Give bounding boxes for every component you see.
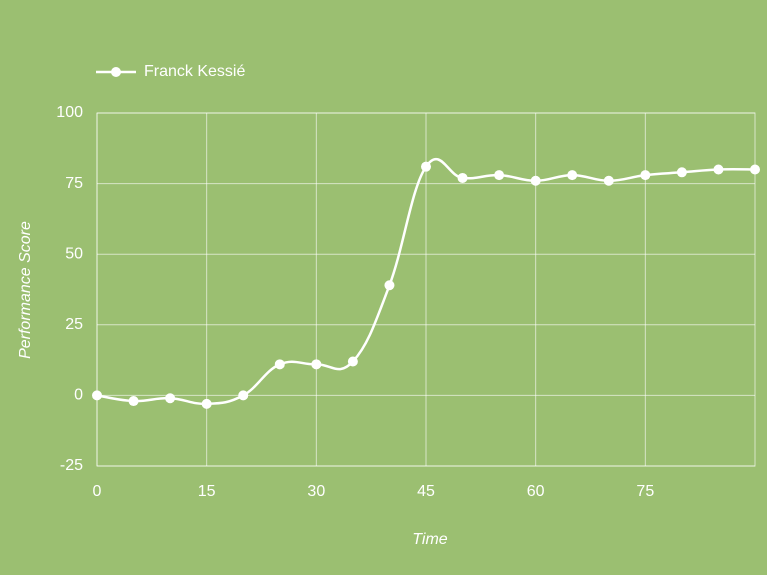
x-tick-label: 0: [93, 483, 102, 500]
y-tick-label: -25: [60, 457, 83, 474]
data-point: [640, 170, 651, 181]
y-tick-label: 100: [56, 104, 83, 121]
x-tick-label: 15: [198, 483, 216, 500]
x-tick-label: 60: [527, 483, 545, 500]
y-tick-label: 50: [65, 245, 83, 262]
data-point: [165, 393, 176, 404]
data-point: [457, 172, 468, 183]
x-tick-label: 30: [307, 483, 325, 500]
legend-marker: [111, 67, 121, 77]
data-point: [567, 170, 578, 181]
data-point: [676, 167, 687, 178]
data-point: [347, 356, 358, 367]
x-tick-label: 45: [417, 483, 435, 500]
data-point: [494, 170, 505, 181]
data-point: [128, 396, 139, 407]
y-tick-label: 25: [65, 316, 83, 333]
data-point: [750, 164, 760, 175]
data-point: [713, 164, 724, 175]
x-axis-title: Time: [412, 531, 448, 548]
legend-label: Franck Kessié: [144, 63, 245, 80]
x-tick-label: 75: [636, 483, 654, 500]
data-point: [274, 359, 285, 370]
data-point: [92, 390, 102, 401]
data-point: [311, 359, 322, 370]
y-tick-label: 0: [74, 387, 83, 404]
data-point: [384, 280, 395, 291]
y-tick-label: 75: [65, 175, 83, 192]
data-point: [421, 161, 431, 172]
data-point: [201, 398, 212, 409]
y-axis-title: Performance Score: [17, 221, 34, 359]
data-point: [530, 175, 541, 186]
data-point: [238, 390, 249, 401]
data-point: [603, 175, 614, 186]
